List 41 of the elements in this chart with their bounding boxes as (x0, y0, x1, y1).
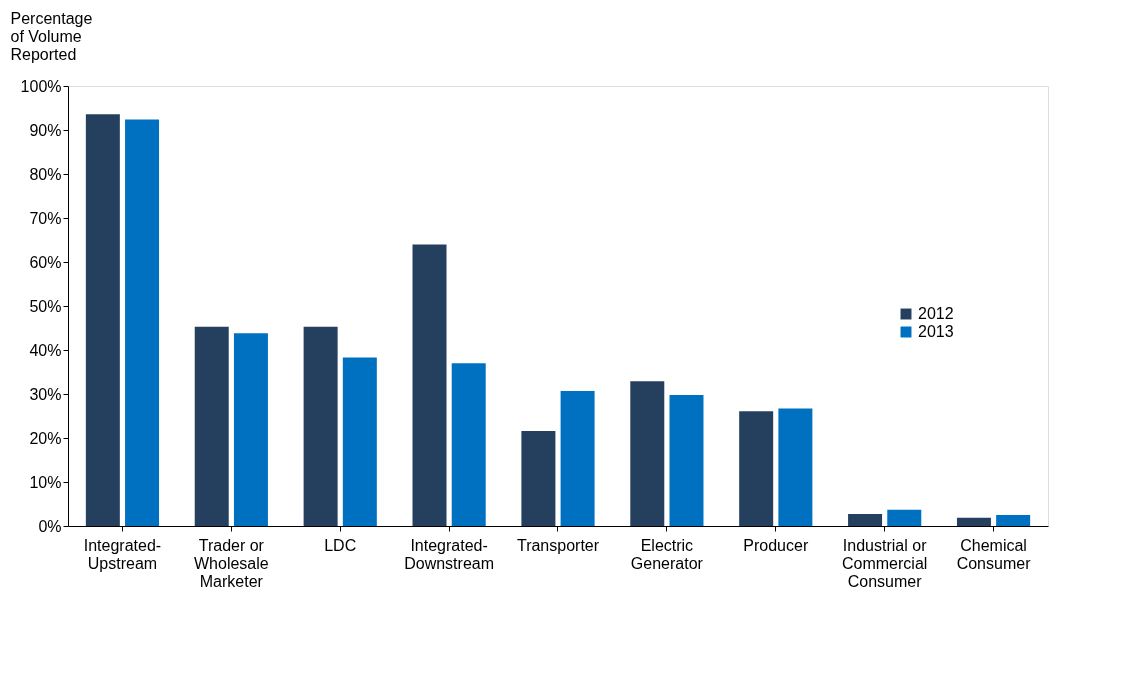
x-tick-label: LDC (324, 536, 357, 554)
bar (412, 244, 447, 526)
y-tick-label: 70% (29, 209, 62, 227)
bar (451, 363, 486, 526)
bar (669, 394, 704, 526)
bar (996, 515, 1031, 526)
x-tick-label: Industrial or Commercial Consumer (841, 536, 928, 590)
bar (521, 430, 556, 526)
y-tick-label: 80% (29, 165, 62, 183)
bar (956, 517, 991, 526)
legend-label: 2012 (918, 305, 954, 322)
y-tick-label: 20% (29, 429, 62, 447)
y-tick-label: 0% (38, 517, 62, 535)
y-tick-label: 60% (29, 253, 62, 271)
x-tick-label: Producer (743, 536, 809, 554)
y-tick-label: 100% (20, 77, 62, 95)
x-tick-label: Trader or Wholesale Marketer (193, 536, 269, 590)
y-tick-label: 90% (29, 121, 62, 139)
y-tick-label: 10% (29, 473, 62, 491)
bar (85, 114, 120, 526)
bar (125, 119, 160, 526)
bar (778, 408, 813, 526)
bar (233, 333, 268, 526)
bar (303, 326, 338, 526)
y-tick-label: 40% (29, 341, 62, 359)
y-tick-label: 30% (29, 385, 62, 403)
bar (342, 357, 377, 526)
bar (194, 326, 229, 526)
x-tick-label: Electric Generator (630, 536, 704, 572)
bar (630, 381, 665, 526)
y-axis-title: Percentage of Volume Reported (10, 9, 93, 63)
y-tick-label: 50% (29, 297, 62, 315)
bar (739, 411, 774, 526)
x-tick-label: Transporter (516, 536, 600, 554)
x-tick-label: Integrated- Upstream (83, 536, 162, 572)
legend-label: 2013 (918, 323, 954, 340)
bar (887, 509, 922, 526)
bar (848, 514, 883, 526)
x-tick-label: Chemical Consumer (956, 536, 1032, 572)
bar (560, 390, 595, 526)
x-tick-label: Integrated- Downstream (404, 536, 495, 572)
